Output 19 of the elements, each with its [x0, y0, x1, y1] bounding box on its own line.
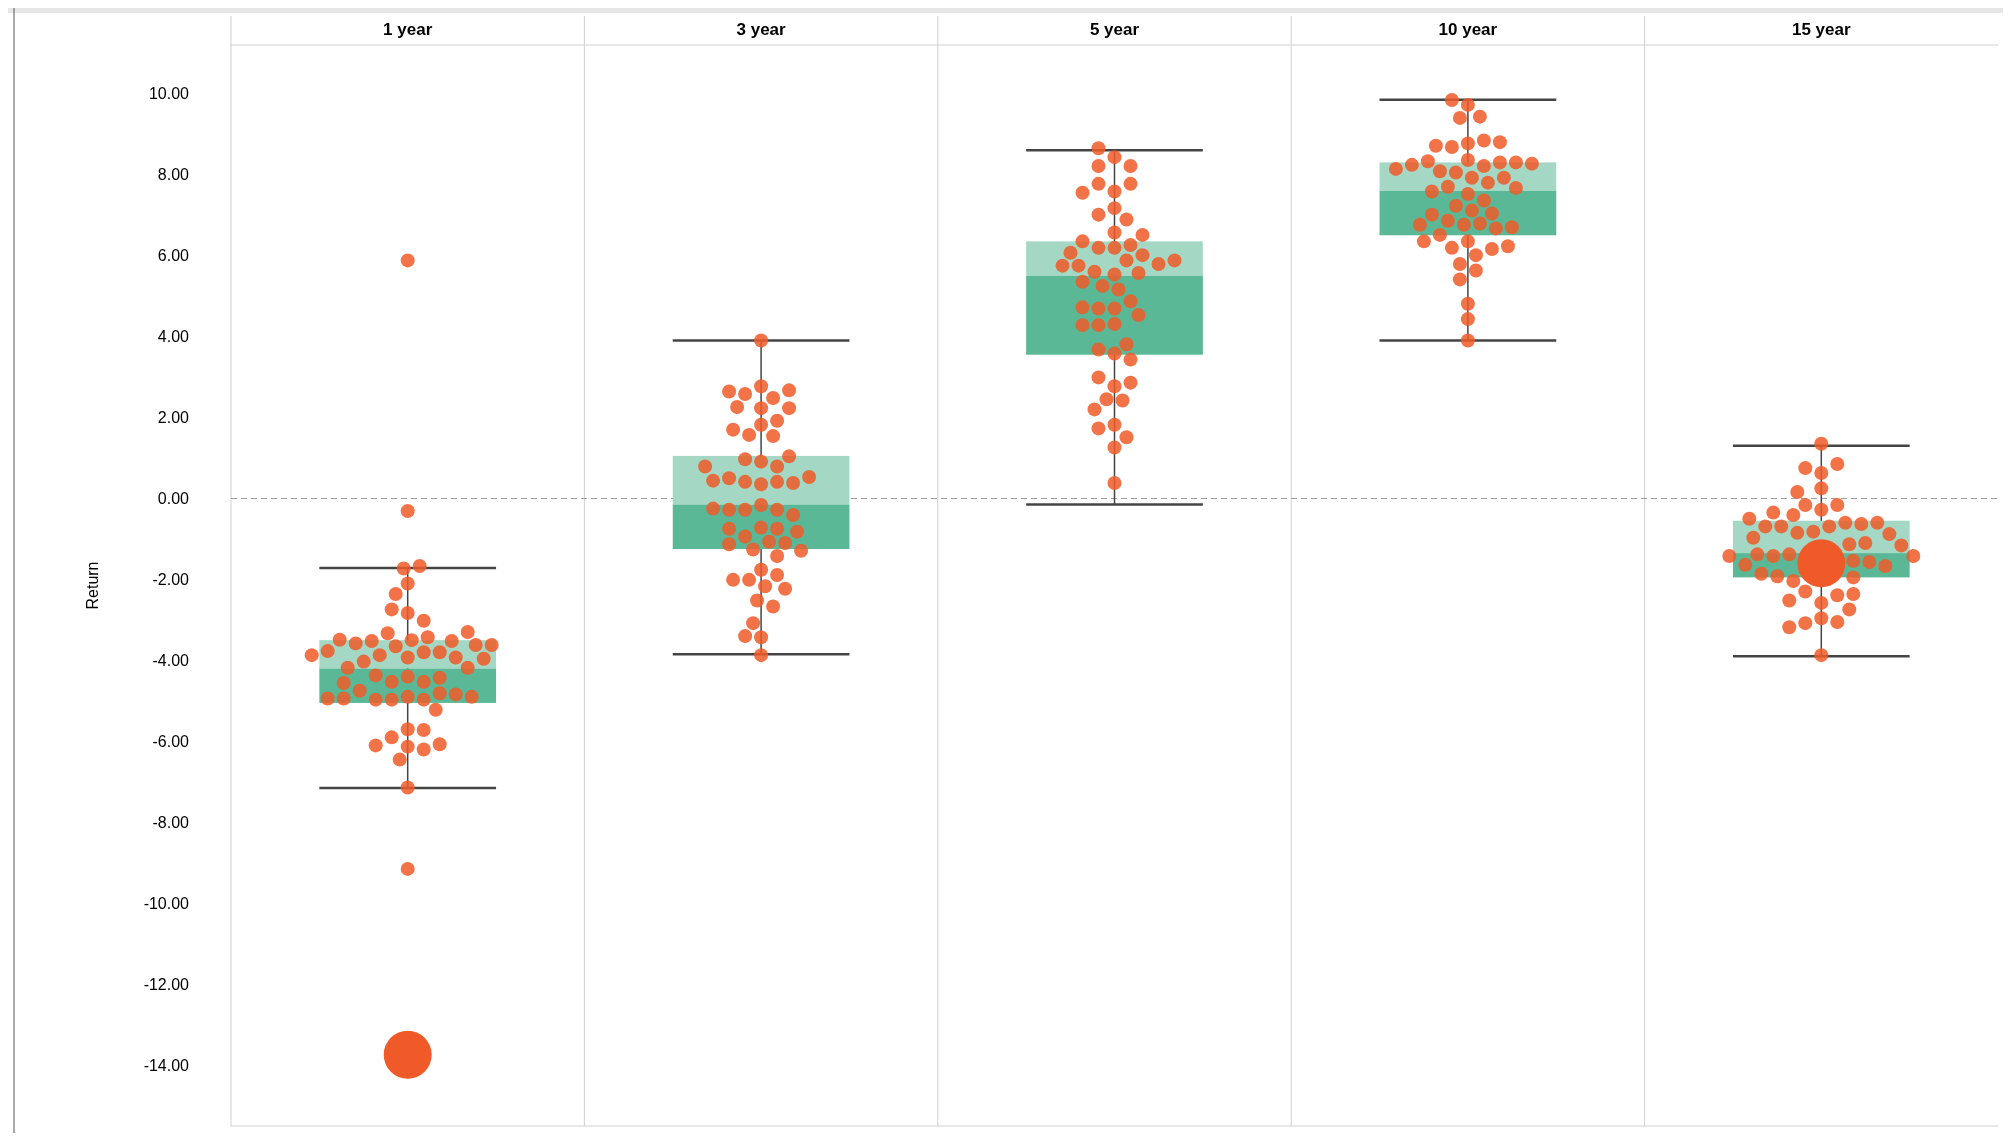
y-tick-label: 8.00: [157, 166, 190, 184]
y-tick-label: -6.00: [152, 732, 190, 750]
x-tick-label: 3 year: [736, 20, 787, 39]
y-tick-label: 6.00: [157, 247, 190, 265]
y-tick-label: -4.00: [152, 652, 190, 669]
y-tick-label: -2.00: [152, 571, 190, 589]
y-tick-label: -8.00: [152, 813, 190, 831]
y-tick-label: 0.00: [157, 490, 190, 508]
y-tick-label: -10.00: [143, 894, 190, 912]
x-tick-label: 10 year: [1438, 20, 1498, 39]
x-tick-label: 5 year: [1089, 20, 1140, 39]
x-tick-label: 1 year: [383, 20, 433, 39]
y-tick-label: 4.00: [157, 328, 190, 346]
y-tick-label: 10.00: [148, 85, 190, 103]
x-tick-label: 15 year: [1791, 20, 1851, 39]
y-tick-label: -14.00: [143, 1056, 190, 1074]
y-tick-label: -12.00: [143, 975, 190, 993]
y-tick-label: 2.00: [157, 409, 190, 427]
y-axis-title: Return: [84, 561, 101, 610]
